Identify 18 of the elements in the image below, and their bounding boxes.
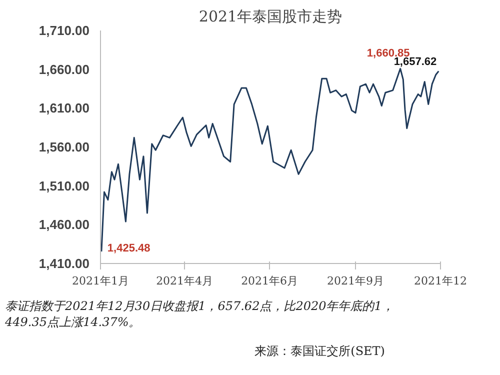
chart-title: 2021年泰国股市走势 [198,8,342,26]
y-tick-label: 1,460.00 [38,217,90,232]
x-tick-label: 2021年9月 [327,274,384,288]
y-tick-label: 1,710.00 [38,23,90,38]
annotation: 1,425.48 [107,242,150,254]
text: 泰证指数于2021年12月30日收盘报1，657.62点，比2020年年底的1，449.35点上涨14.37%。 [5,299,395,330]
annotation: 1,657.62 [394,56,437,68]
y-tick-label: 1,660.00 [38,62,90,77]
y-tick-label: 1,410.00 [38,256,90,271]
y-tick-label: 1,560.00 [38,140,90,154]
x-tick-label: 2021年4月 [156,274,214,288]
x-tick-label: 2021年12 [414,274,468,288]
line-series [100,68,440,252]
source-note: 来源：泰国证交所(SET) [254,344,385,360]
y-tick-label: 1,610.00 [38,100,90,116]
y-tick-label: 1,510.00 [38,178,90,194]
x-tick-label: 2021年1月 [72,274,130,288]
x-tick-label: 2021年6月 [241,274,298,288]
